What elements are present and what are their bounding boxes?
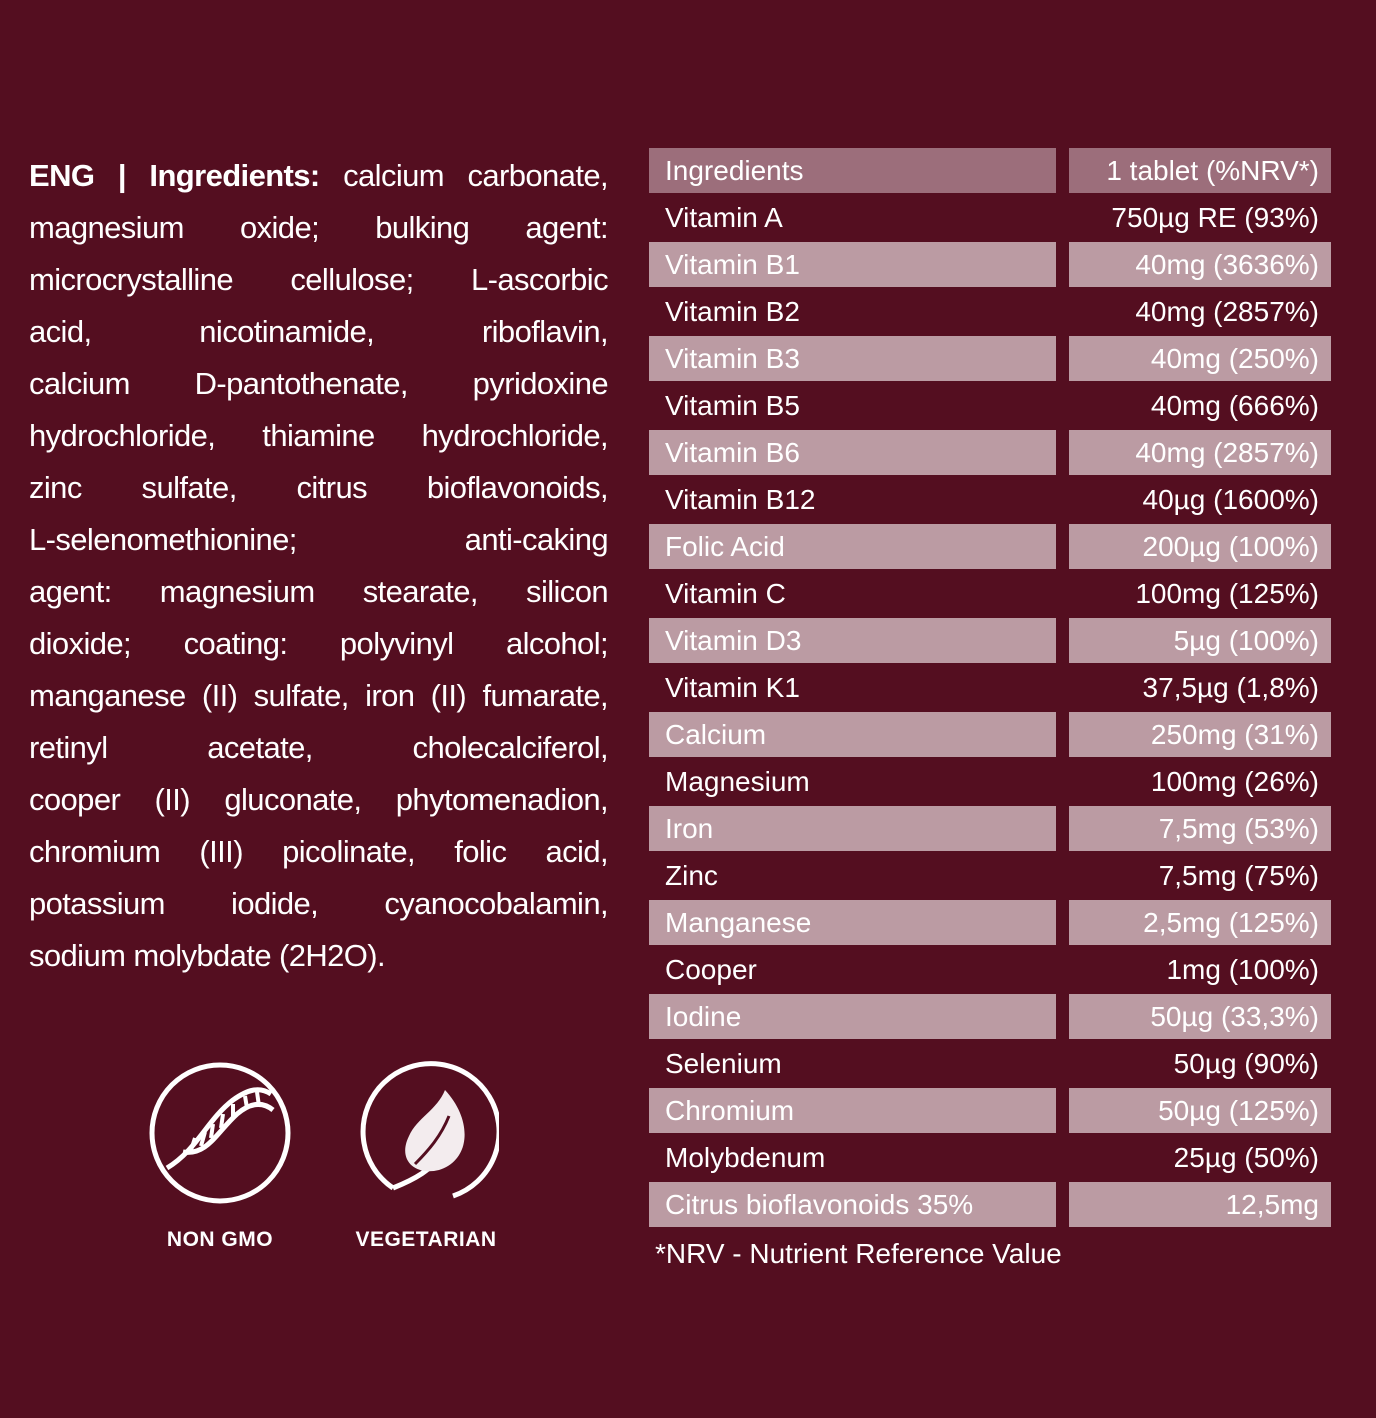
table-row: Vitamin C 100mg (125%)	[649, 571, 1331, 616]
table-row: Molybdenum 25µg (50%)	[649, 1135, 1331, 1180]
table-row: Zinc 7,5mg (75%)	[649, 853, 1331, 898]
ingredients-line: microcrystalline cellulose; L-ascorbic	[29, 262, 609, 297]
ingredients-line: sodium molybdate (2H2O).	[29, 938, 386, 973]
nutrient-amount: 50µg (33,3%)	[1069, 994, 1331, 1039]
nutrient-amount: 40mg (2857%)	[1135, 296, 1319, 327]
nutrient-name: Vitamin D3	[649, 618, 1056, 663]
nutrient-name: Magnesium	[665, 766, 810, 797]
nutrient-name: Vitamin B12	[665, 484, 816, 515]
table-row: Vitamin B6 40mg (2857%)	[649, 430, 1331, 475]
table-row: Vitamin B12 40µg (1600%)	[649, 477, 1331, 522]
dna-icon	[149, 1062, 291, 1204]
ingredients-line: zinc sulfate, citrus bioflavonoids,	[29, 470, 609, 505]
nutrient-name: Zinc	[665, 860, 718, 891]
table-row: Vitamin A 750µg RE (93%)	[649, 195, 1331, 240]
ingredients-line-text: calcium carbonate,	[319, 158, 608, 193]
nutrient-amount: 100mg (26%)	[1150, 766, 1319, 797]
nutrient-name: Chromium	[649, 1088, 1056, 1133]
ingredients-line: chromium (III) picolinate, folic acid,	[29, 834, 609, 869]
ingredients-line: acid, nicotinamide, riboflavin,	[29, 314, 609, 349]
ingredients-line: potassium iodide, cyanocobalamin,	[29, 886, 609, 921]
nutrient-name: Manganese	[649, 900, 1056, 945]
ingredients-line: manganese (II) sulfate, iron (II) fumara…	[29, 678, 609, 713]
leaf-icon	[360, 1061, 499, 1199]
nutrient-name: Iodine	[649, 994, 1056, 1039]
nutrient-amount: 5µg (100%)	[1069, 618, 1331, 663]
nutrient-name: Vitamin B6	[649, 430, 1056, 475]
nutrient-amount: 12,5mg	[1069, 1182, 1331, 1227]
nutrient-amount: 750µg RE (93%)	[1111, 202, 1319, 233]
ingredients-line: ENG | Ingredients: calcium carbonate,	[29, 150, 609, 202]
nutrient-amount: 200µg (100%)	[1069, 524, 1331, 569]
table-row: Vitamin D3 5µg (100%)	[649, 618, 1331, 663]
header-ingredients: Ingredients	[649, 148, 1056, 193]
nutrient-name: Vitamin B1	[649, 242, 1056, 287]
vegetarian-badge: VEGETARIAN	[336, 1060, 516, 1252]
nutrient-name: Selenium	[665, 1048, 782, 1079]
ingredients-line: magnesium oxide; bulking agent:	[29, 210, 609, 245]
nutrient-amount: 50µg (90%)	[1173, 1048, 1319, 1079]
nutrient-name: Vitamin A	[665, 202, 783, 233]
table-row: Manganese 2,5mg (125%)	[649, 900, 1331, 945]
table-row: Vitamin B2 40mg (2857%)	[649, 289, 1331, 334]
table-row: Vitamin B5 40mg (666%)	[649, 383, 1331, 428]
nutrient-amount: 40µg (1600%)	[1142, 484, 1319, 515]
nutrient-amount: 40mg (2857%)	[1069, 430, 1331, 475]
ingredients-line: retinyl acetate, cholecalciferol,	[29, 730, 609, 765]
nutrient-name: Vitamin B5	[665, 390, 800, 421]
nutrient-name: Folic Acid	[649, 524, 1056, 569]
table-row: Iodine 50µg (33,3%)	[649, 994, 1331, 1039]
nutrient-amount: 40mg (666%)	[1150, 390, 1319, 421]
vegetarian-label: VEGETARIAN	[355, 1228, 497, 1251]
non-gmo-label: NON GMO	[166, 1228, 274, 1251]
nutrient-name: Vitamin B2	[665, 296, 800, 327]
nutrient-name: Vitamin C	[665, 578, 786, 609]
nutrition-table: Ingredients 1 tablet (%NRV*) Vitamin A 75…	[649, 148, 1331, 1229]
table-row: Vitamin B1 40mg (3636%)	[649, 242, 1331, 287]
table-row: Selenium 50µg (90%)	[649, 1041, 1331, 1086]
nutrient-amount: 40mg (250%)	[1069, 336, 1331, 381]
nutrient-name: Calcium	[649, 712, 1056, 757]
nutrient-amount: 1mg (100%)	[1166, 954, 1319, 985]
ingredients-text: ENG | Ingredients: calcium carbonate, mag…	[29, 150, 609, 982]
nutrient-amount: 40mg (3636%)	[1069, 242, 1331, 287]
nutrient-amount: 25µg (50%)	[1173, 1142, 1319, 1173]
table-row: Calcium 250mg (31%)	[649, 712, 1331, 757]
ingredients-line: cooper (II) gluconate, phytomenadion,	[29, 782, 609, 817]
table-row: Cooper 1mg (100%)	[649, 947, 1331, 992]
badges: NON GMO VEGETARIAN	[130, 1060, 520, 1260]
ingredients-line: hydrochloride, thiamine hydrochloride,	[29, 418, 609, 453]
nutrient-amount: 250mg (31%)	[1069, 712, 1331, 757]
nutrient-amount: 37,5µg (1,8%)	[1142, 672, 1319, 703]
ingredients-line: L-selenomethionine; anti-caking	[29, 522, 609, 557]
table-row: Citrus bioflavonoids 35% 12,5mg	[649, 1182, 1331, 1227]
nutrient-amount: 7,5mg (53%)	[1069, 806, 1331, 851]
ingredients-heading: ENG | Ingredients:	[29, 158, 320, 193]
nutrient-amount: 2,5mg (125%)	[1069, 900, 1331, 945]
ingredients-line: dioxide; coating: polyvinyl alcohol;	[29, 626, 609, 661]
nutrient-amount: 100mg (125%)	[1135, 578, 1319, 609]
nrv-footnote: *NRV - Nutrient Reference Value	[655, 1238, 1062, 1269]
nutrient-amount: 7,5mg (75%)	[1158, 860, 1319, 891]
table-row: Iron 7,5mg (53%)	[649, 806, 1331, 851]
nutrient-name: Citrus bioflavonoids 35%	[649, 1182, 1056, 1227]
nutrient-amount: 50µg (125%)	[1069, 1088, 1331, 1133]
nutrient-name: Iron	[649, 806, 1056, 851]
non-gmo-badge: NON GMO	[130, 1060, 310, 1252]
nutrient-name: Vitamin K1	[665, 672, 800, 703]
table-row: Folic Acid 200µg (100%)	[649, 524, 1331, 569]
nutrient-name: Cooper	[665, 954, 757, 985]
table-row: Vitamin K1 37,5µg (1,8%)	[649, 665, 1331, 710]
table-row: Chromium 50µg (125%)	[649, 1088, 1331, 1133]
header-amount: 1 tablet (%NRV*)	[1069, 148, 1331, 193]
table-row: Vitamin B3 40mg (250%)	[649, 336, 1331, 381]
table-row: Magnesium 100mg (26%)	[649, 759, 1331, 804]
ingredients-line: calcium D-pantothenate, pyridoxine	[29, 366, 609, 401]
nutrient-name: Vitamin B3	[649, 336, 1056, 381]
nutrient-name: Molybdenum	[665, 1142, 826, 1173]
ingredients-line: agent: magnesium stearate, silicon	[29, 574, 609, 609]
table-header: Ingredients 1 tablet (%NRV*)	[649, 148, 1331, 193]
